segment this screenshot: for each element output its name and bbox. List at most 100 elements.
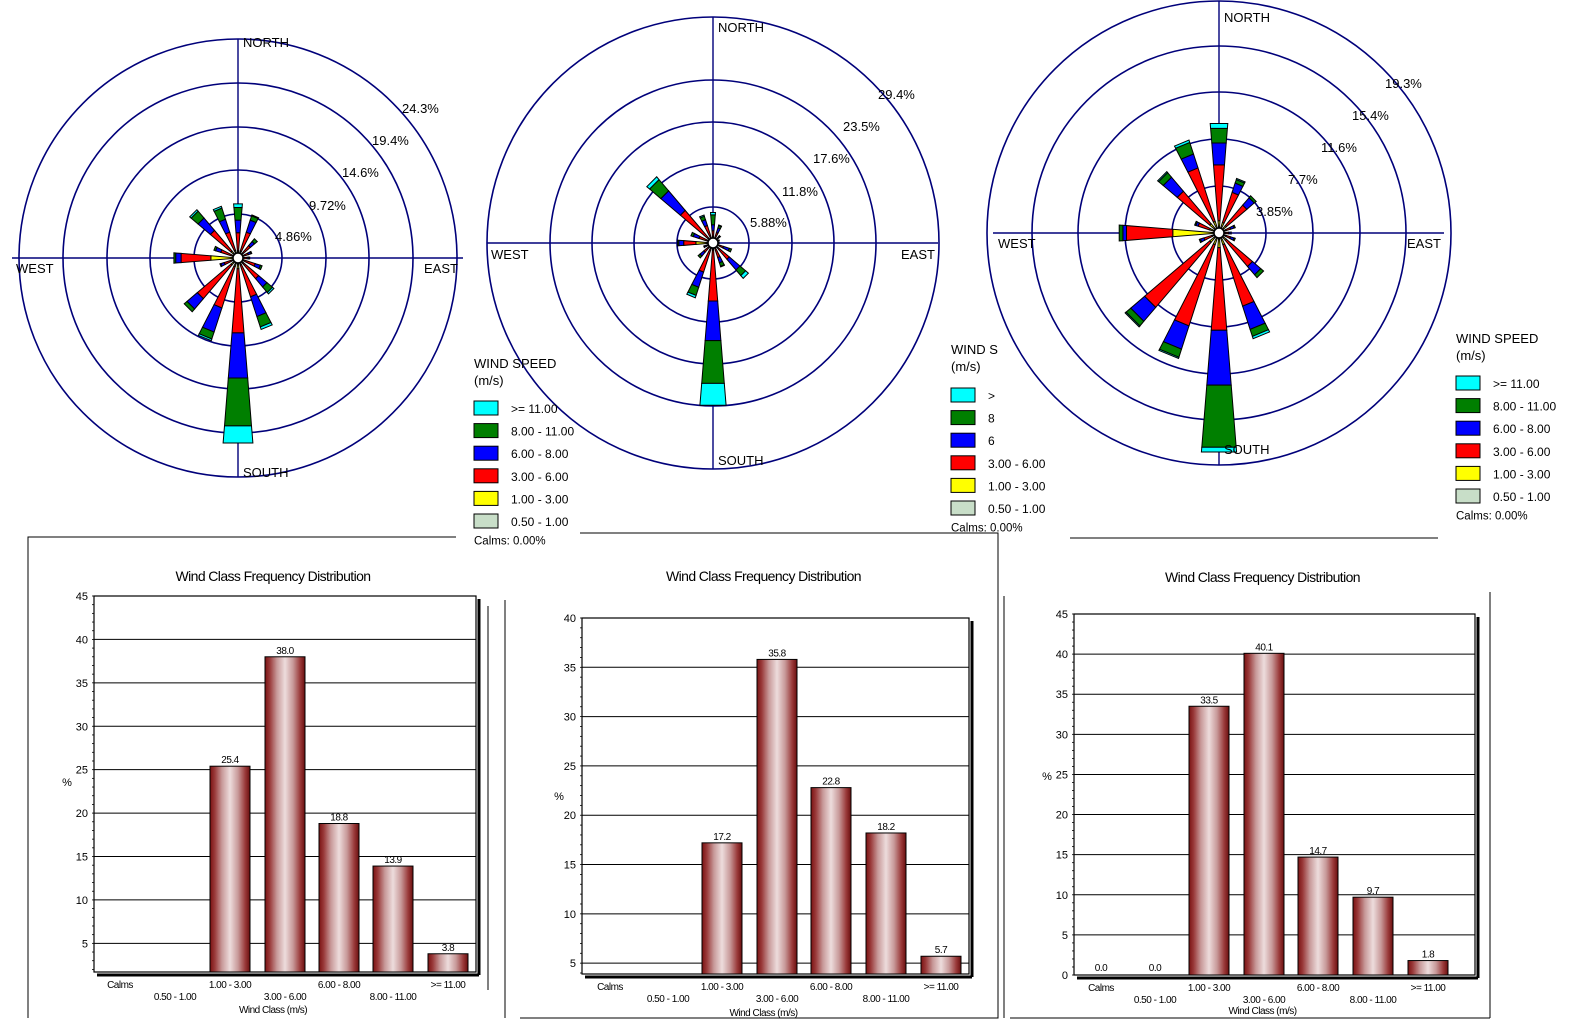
legend-swatch: [950, 455, 976, 471]
petal-segment: [699, 382, 727, 406]
petal-segment: [686, 291, 697, 299]
legend-swatch: [473, 400, 499, 416]
bar: [1243, 652, 1285, 976]
petal-segment: [709, 212, 717, 216]
y-axis-label: %: [62, 777, 72, 789]
y-tick-label: 20: [564, 810, 576, 822]
direction-label: SOUTH: [718, 453, 764, 468]
petal-segment: [717, 224, 723, 228]
wind-speed-legend-2: WIND S (m/s) >8 6 3.00 - 6.00 1.00 - 3.00 0.50…: [950, 342, 1046, 535]
y-axis-label: %: [554, 791, 564, 803]
wind-rose-1: NORTH EAST SOUTH WEST 4.86% 9.72% 14.6% 19.4% 24…: [12, 35, 463, 480]
legend-bin-label: 8.00 - 11.00: [511, 425, 574, 439]
legend-bin-label: 3.00 - 6.00: [988, 457, 1046, 471]
direction-label: SOUTH: [1224, 442, 1270, 457]
wind-class-bar-chart-2: 5 10 15 20 25 30 35 40 Calms 0.50 - 1.00 17.2 1.00 …: [554, 568, 974, 1019]
y-tick-label: 30: [76, 721, 88, 733]
direction-label: NORTH: [1224, 10, 1270, 25]
legend-unit: (m/s): [1456, 348, 1486, 363]
y-tick-label: 15: [564, 860, 576, 872]
x-category-label: 1.00 - 3.00: [209, 980, 252, 991]
legend-title: WIND SPEED: [474, 356, 556, 371]
rose-petal: [237, 257, 275, 295]
ring-label: 19.4%: [372, 133, 409, 148]
legend-title: WIND SPEED: [1456, 331, 1538, 346]
legend-bin-label: 6: [988, 434, 995, 448]
petal-segment: [248, 256, 251, 260]
x-category-label: 8.00 - 11.00: [863, 994, 911, 1005]
ring-label: 5.88%: [750, 215, 787, 230]
bar: [209, 765, 251, 973]
bar-value-label: 0.0: [1095, 963, 1108, 974]
legend-swatch: [950, 387, 976, 403]
chart-title: Wind Class Frequency Distribution: [1165, 569, 1360, 585]
petal-segment: [1209, 123, 1229, 129]
petal-segment: [233, 203, 243, 208]
petal-segment: [1212, 164, 1226, 222]
rose-petal: [1218, 232, 1271, 340]
petal-segment: [222, 425, 254, 444]
direction-label: EAST: [901, 247, 935, 262]
petal-segment: [740, 270, 750, 280]
y-tick-label: 15: [76, 852, 88, 864]
rose-petal: [1173, 139, 1220, 234]
ring-label: 17.6%: [813, 151, 850, 166]
y-tick-label: 15: [1056, 850, 1068, 862]
y-axis-label: %: [1042, 771, 1052, 783]
petal-segment: [697, 253, 703, 259]
rose-petal: [686, 242, 714, 299]
ring-label: 7.7%: [1288, 172, 1318, 187]
petal-segment: [234, 219, 242, 234]
bar: [865, 832, 907, 975]
petal-segment: [180, 252, 212, 264]
ring-label: 11.6%: [1321, 140, 1357, 155]
calm-center-circle: [232, 252, 244, 264]
petal-segment: [223, 377, 253, 427]
wind-rose-group: NORTH EAST SOUTH WEST 4.86% 9.72% 14.6% 19.4% 24…: [12, 0, 1452, 480]
rose-petal: [1124, 232, 1220, 328]
x-category-label: 0.50 - 1.00: [647, 994, 690, 1005]
y-tick-label: 25: [564, 761, 576, 773]
legend-bin-label: 1.00 - 3.00: [1493, 467, 1551, 481]
ring-label: 15.4%: [1352, 108, 1389, 123]
legend-swatch: [950, 432, 976, 448]
legend-bin-label: 6.00 - 8.00: [1493, 422, 1551, 436]
bar: [1407, 960, 1449, 976]
y-tick-label: 40: [76, 634, 88, 646]
rose-petal: [1218, 195, 1257, 234]
petal-segment: [717, 239, 721, 242]
rose-petal: [699, 242, 727, 406]
bar-value-label: 13.9: [384, 855, 402, 866]
legend-bin-label: >= 11.00: [1493, 377, 1540, 391]
bar: [1188, 705, 1230, 976]
y-tick-label: 40: [564, 613, 576, 625]
direction-label: NORTH: [243, 35, 289, 50]
rose-petal: [1209, 123, 1229, 234]
petal-segment: [1173, 139, 1191, 149]
petal-segment: [1228, 231, 1232, 235]
petal-segment: [719, 264, 726, 268]
bar-value-label: 5.7: [935, 945, 948, 956]
bar-value-label: 33.5: [1200, 695, 1218, 706]
legend-swatch: [473, 490, 499, 506]
x-category-label: 3.00 - 6.00: [756, 994, 799, 1005]
petal-segment: [701, 340, 725, 384]
legend-bin-label: >= 11.00: [511, 402, 558, 416]
y-tick-label: 30: [564, 712, 576, 724]
petal-segment: [258, 264, 263, 271]
petal-segment: [1198, 238, 1203, 244]
x-axis-label: Wind Class (m/s): [239, 1005, 307, 1016]
x-axis-label: Wind Class (m/s): [729, 1008, 797, 1019]
wind-speed-legend-3: WIND SPEED (m/s) >= 11.00 8.00 - 11.00 6.00 …: [1455, 331, 1556, 523]
chart-title: Wind Class Frequency Distribution: [666, 568, 861, 584]
petal-segment: [227, 332, 249, 379]
petal-segment: [710, 214, 716, 226]
x-category-label: Calms: [597, 982, 623, 993]
petal-segment: [1193, 220, 1198, 227]
legend-swatch: [950, 410, 976, 426]
bar: [920, 955, 962, 975]
legend-swatch: [473, 423, 499, 439]
rose-petal: [188, 208, 239, 259]
bar-value-label: 40.1: [1255, 642, 1273, 653]
